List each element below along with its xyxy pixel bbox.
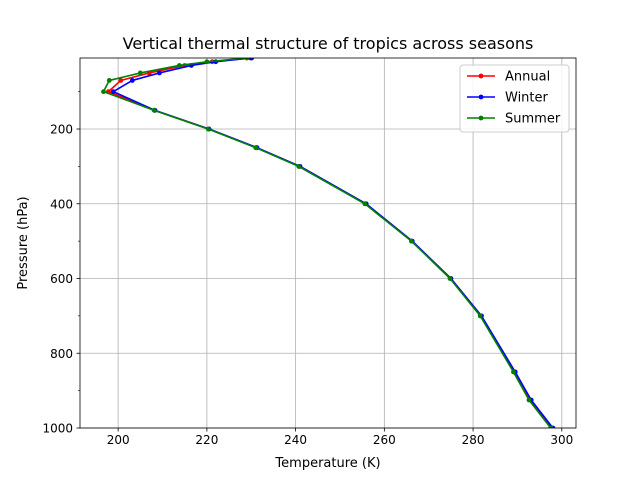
- data-point: [409, 238, 414, 244]
- legend-label: Annual: [505, 70, 550, 85]
- legend-swatch-marker: [478, 73, 484, 79]
- legend-item-winter: Winter: [467, 91, 549, 106]
- data-point: [157, 70, 162, 76]
- y-axis-label: Pressure (hPa): [16, 196, 31, 289]
- data-point: [362, 201, 368, 207]
- x-tick-label: 240: [284, 433, 307, 447]
- data-point: [253, 145, 259, 151]
- data-point: [204, 59, 210, 65]
- legend-label: Winter: [505, 91, 549, 106]
- x-tick-label: 300: [550, 433, 573, 447]
- chart-title: Vertical thermal structure of tropics ac…: [123, 34, 534, 53]
- data-point: [137, 70, 143, 76]
- y-tick-label: 800: [50, 347, 73, 361]
- x-tick-label: 200: [107, 433, 130, 447]
- data-point: [447, 276, 453, 281]
- x-axis-label: Temperature (K): [274, 456, 380, 471]
- legend-swatch-marker: [478, 94, 484, 100]
- y-tick-label: 1000: [42, 422, 73, 436]
- data-point: [106, 78, 112, 83]
- plot-frame: [79, 57, 577, 429]
- axis-ticks: 200 220 240 260 280 300 200 400 600 800 1000: [42, 91, 573, 447]
- data-point: [176, 63, 182, 68]
- y-tick-label: 600: [50, 272, 73, 286]
- legend-swatch-marker: [478, 115, 484, 121]
- data-point: [296, 163, 302, 169]
- data-point: [511, 369, 516, 375]
- series-layer: [101, 58, 556, 428]
- data-point: [249, 58, 255, 61]
- data-point: [101, 89, 106, 95]
- data-point: [526, 397, 532, 403]
- data-point: [110, 89, 116, 95]
- data-point: [244, 58, 250, 61]
- data-point: [205, 126, 211, 132]
- data-point: [477, 313, 483, 319]
- legend-frame: [459, 64, 570, 133]
- series-summer: [101, 58, 554, 428]
- x-tick-label: 280: [462, 433, 485, 447]
- legend: Annual Winter Summer: [459, 64, 570, 133]
- x-tick-label: 220: [195, 433, 218, 447]
- legend-label: Summer: [505, 112, 561, 127]
- data-point: [548, 425, 554, 428]
- legend-item-summer: Summer: [467, 112, 561, 127]
- y-tick-label: 200: [50, 123, 73, 137]
- y-tick-label: 400: [50, 197, 73, 211]
- x-tick-label: 260: [373, 433, 396, 447]
- data-point: [129, 78, 135, 83]
- legend-item-annual: Annual: [467, 70, 550, 85]
- data-point: [118, 78, 124, 83]
- data-point: [151, 107, 157, 113]
